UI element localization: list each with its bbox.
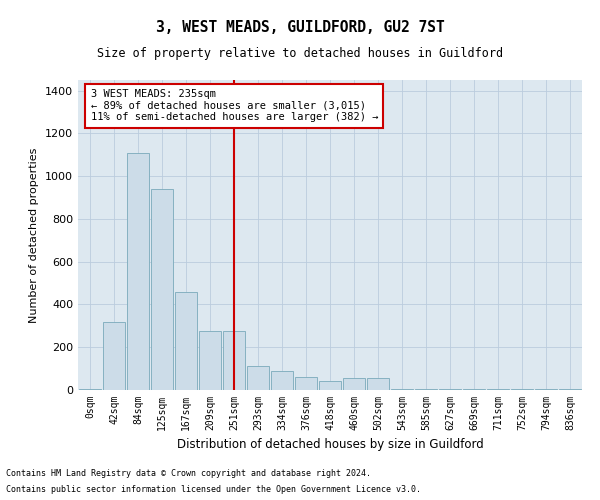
Bar <box>343 378 365 390</box>
Bar <box>439 389 461 390</box>
Text: 3, WEST MEADS, GUILDFORD, GU2 7ST: 3, WEST MEADS, GUILDFORD, GU2 7ST <box>155 20 445 35</box>
Bar <box>103 322 125 390</box>
Bar <box>511 389 533 390</box>
Bar <box>199 331 221 390</box>
Bar <box>463 389 485 390</box>
Text: Contains public sector information licensed under the Open Government Licence v3: Contains public sector information licen… <box>6 485 421 494</box>
Y-axis label: Number of detached properties: Number of detached properties <box>29 148 40 322</box>
Bar <box>247 366 269 390</box>
Bar <box>391 389 413 390</box>
Text: Size of property relative to detached houses in Guildford: Size of property relative to detached ho… <box>97 48 503 60</box>
Bar <box>223 331 245 390</box>
Bar <box>175 292 197 390</box>
Bar <box>367 378 389 390</box>
Bar <box>271 371 293 390</box>
Text: Contains HM Land Registry data © Crown copyright and database right 2024.: Contains HM Land Registry data © Crown c… <box>6 468 371 477</box>
Bar <box>487 389 509 390</box>
Bar <box>79 389 101 390</box>
Bar <box>559 389 581 390</box>
Bar <box>127 152 149 390</box>
Bar <box>295 377 317 390</box>
Text: 3 WEST MEADS: 235sqm
← 89% of detached houses are smaller (3,015)
11% of semi-de: 3 WEST MEADS: 235sqm ← 89% of detached h… <box>91 90 378 122</box>
Bar <box>151 189 173 390</box>
Bar <box>535 389 557 390</box>
Bar <box>319 382 341 390</box>
X-axis label: Distribution of detached houses by size in Guildford: Distribution of detached houses by size … <box>176 438 484 452</box>
Bar <box>415 389 437 390</box>
